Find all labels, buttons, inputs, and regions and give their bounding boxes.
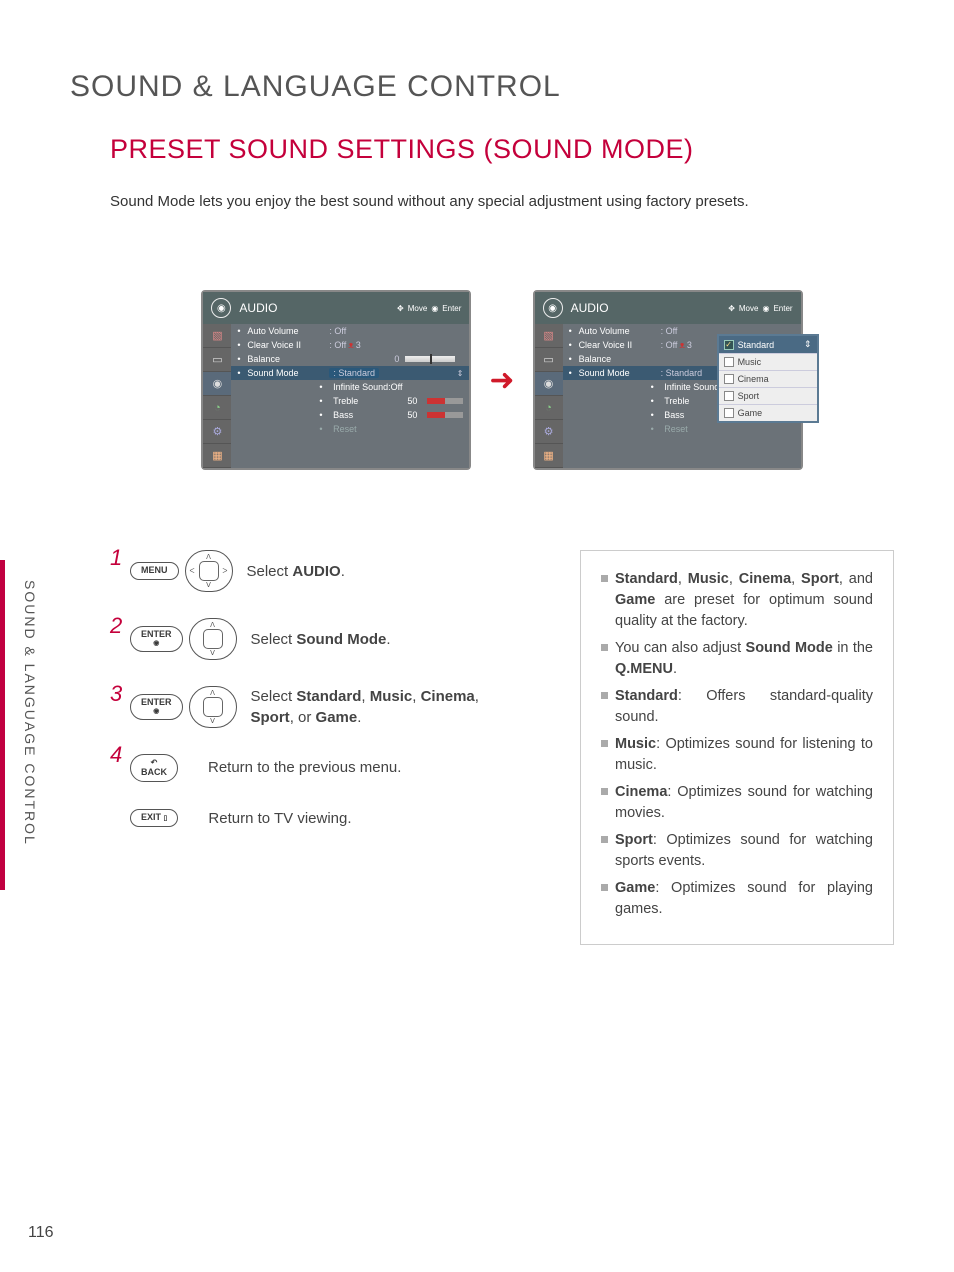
sidebar-lock-icon: ▦ bbox=[203, 444, 231, 468]
audio-menu-left: ◉ AUDIO ✥ Move ◉ Enter ▧ ▭ ◉ ◔ ⚙ ▦ bbox=[201, 290, 471, 470]
item-balance: •Balance 0 bbox=[231, 352, 469, 366]
item-infinite-sound: • Infinite Sound:Off bbox=[231, 380, 469, 394]
remote-back-button: ↶BACK bbox=[130, 754, 178, 782]
step-4: 4 ↶BACK Return to the previous menu. bbox=[110, 754, 540, 782]
sidebar-audio-icon: ▭ bbox=[535, 348, 563, 372]
menu-screenshots-row: ◉ AUDIO ✥ Move ◉ Enter ▧ ▭ ◉ ◔ ⚙ ▦ bbox=[110, 290, 894, 470]
popup-music: Music bbox=[719, 354, 817, 371]
info-cinema: Cinema: Optimizes sound for watching mov… bbox=[601, 782, 873, 824]
info-qmenu: You can also adjust Sound Mode in the Q.… bbox=[601, 638, 873, 680]
remote-dpad-button bbox=[189, 686, 237, 728]
menu-hints-r: ✥ Move ◉ Enter bbox=[728, 304, 792, 313]
step-number: 3 bbox=[110, 681, 124, 707]
enter-icon: ◉ bbox=[762, 304, 769, 313]
item-sound-mode: •Sound Mode : Standard⇕ bbox=[231, 366, 469, 380]
sidebar-time-icon: ◔ bbox=[203, 396, 231, 420]
step-1: 1 MENU ᐸᐳ Select AUDIO. bbox=[110, 550, 540, 592]
item-bass: • Bass 50 bbox=[231, 408, 469, 422]
remote-enter-button: ENTER◉ bbox=[130, 694, 183, 720]
info-presets: Standard, Music, Cinema, Sport, and Game… bbox=[601, 569, 873, 632]
sidebar-option-icon: ⚙ bbox=[203, 420, 231, 444]
menu-header-r: ◉ AUDIO ✥ Move ◉ Enter bbox=[535, 292, 801, 324]
sidebar-option-icon: ⚙ bbox=[535, 420, 563, 444]
step-4-text: Return to the previous menu. bbox=[208, 757, 401, 778]
menu-header: ◉ AUDIO ✥ Move ◉ Enter bbox=[203, 292, 469, 324]
popup-sport: Sport bbox=[719, 388, 817, 405]
sidebar-audio-icon: ▭ bbox=[203, 348, 231, 372]
step-2-text: Select Sound Mode. bbox=[251, 629, 391, 650]
step-number: 2 bbox=[110, 613, 124, 639]
menu-body: ▧ ▭ ◉ ◔ ⚙ ▦ •Auto Volume : Off •Clear Vo… bbox=[203, 324, 469, 468]
intro-text: Sound Mode lets you enjoy the best sound… bbox=[110, 193, 894, 210]
menu-hints: ✥ Move ◉ Enter bbox=[397, 304, 461, 313]
menu-sidebar-r: ▧ ▭ ◉ ◔ ⚙ ▦ bbox=[535, 324, 563, 468]
info-game: Game: Optimizes sound for playing games. bbox=[601, 878, 873, 920]
move-icon: ✥ bbox=[728, 304, 735, 313]
item-reset-r: • Reset bbox=[563, 422, 801, 436]
move-icon: ✥ bbox=[397, 304, 404, 313]
sidebar-selected-icon: ◉ bbox=[203, 372, 231, 396]
sidebar-time-icon: ◔ bbox=[535, 396, 563, 420]
step-exit: EXIT ▯ Return to TV viewing. bbox=[110, 808, 540, 829]
hint-move: Move bbox=[408, 304, 428, 313]
menu-items: •Auto Volume : Off •Clear Voice II : Off… bbox=[231, 324, 469, 468]
menu-title: AUDIO bbox=[239, 301, 277, 315]
page-content: SOUND & LANGUAGE CONTROL PRESET SOUND SE… bbox=[0, 0, 954, 985]
check-icon: ✓ bbox=[724, 340, 734, 350]
popup-game: Game bbox=[719, 405, 817, 421]
arrow-right-icon: ➜ bbox=[489, 363, 514, 398]
item-treble: • Treble 50 bbox=[231, 394, 469, 408]
audio-icon: ◉ bbox=[211, 298, 231, 318]
updown-icon: ⇕ bbox=[457, 369, 464, 378]
step-number: 1 bbox=[110, 545, 124, 571]
step-exit-text: Return to TV viewing. bbox=[208, 808, 351, 829]
popup-standard: ✓Standard⇕ bbox=[719, 336, 817, 354]
step-1-text: Select AUDIO. bbox=[247, 561, 345, 582]
sound-mode-popup: ✓Standard⇕ Music Cinema Sport Game bbox=[717, 334, 819, 423]
steps-and-info: 1 MENU ᐸᐳ Select AUDIO. 2 ENTER◉ Select … bbox=[110, 550, 894, 945]
remote-menu-button: MENU bbox=[130, 562, 179, 580]
bass-bar bbox=[427, 412, 463, 418]
remote-dpad-button bbox=[189, 618, 237, 660]
info-standard: Standard: Offers standard-quality sound. bbox=[601, 686, 873, 728]
audio-icon: ◉ bbox=[543, 298, 563, 318]
menu-sidebar: ▧ ▭ ◉ ◔ ⚙ ▦ bbox=[203, 324, 231, 468]
audio-menu-right: ◉ AUDIO ✥ Move ◉ Enter ▧ ▭ ◉ ◔ ⚙ ▦ bbox=[533, 290, 803, 470]
step-3: 3 ENTER◉ Select Standard, Music, Cinema,… bbox=[110, 686, 540, 728]
item-reset: • Reset bbox=[231, 422, 469, 436]
enter-icon: ◉ bbox=[431, 304, 438, 313]
item-clear-voice: •Clear Voice II : Off ᴥ3 bbox=[231, 338, 469, 352]
sidebar-picture-icon: ▧ bbox=[203, 324, 231, 348]
popup-cinema: Cinema bbox=[719, 371, 817, 388]
treble-bar bbox=[427, 398, 463, 404]
step-3-text: Select Standard, Music, Cinema, Sport, o… bbox=[251, 686, 479, 728]
balance-bar bbox=[405, 356, 455, 362]
subsection-title: PRESET SOUND SETTINGS (SOUND MODE) bbox=[110, 134, 894, 165]
info-box: Standard, Music, Cinema, Sport, and Game… bbox=[580, 550, 894, 945]
page-number: 116 bbox=[28, 1224, 54, 1242]
step-2: 2 ENTER◉ Select Sound Mode. bbox=[110, 618, 540, 660]
info-sport: Sport: Optimizes sound for watching spor… bbox=[601, 830, 873, 872]
sidebar-picture-icon: ▧ bbox=[535, 324, 563, 348]
sidebar-selected-icon: ◉ bbox=[535, 372, 563, 396]
remote-enter-button: ENTER◉ bbox=[130, 626, 183, 652]
steps-list: 1 MENU ᐸᐳ Select AUDIO. 2 ENTER◉ Select … bbox=[110, 550, 540, 945]
menu-title-r: AUDIO bbox=[571, 301, 609, 315]
remote-exit-button: EXIT ▯ bbox=[130, 809, 178, 827]
updown-icon: ⇕ bbox=[804, 339, 812, 350]
section-title: SOUND & LANGUAGE CONTROL bbox=[70, 70, 894, 104]
item-auto-volume: •Auto Volume : Off bbox=[231, 324, 469, 338]
sidebar-lock-icon: ▦ bbox=[535, 444, 563, 468]
remote-dpad-button: ᐸᐳ bbox=[185, 550, 233, 592]
info-music: Music: Optimizes sound for listening to … bbox=[601, 734, 873, 776]
hint-enter: Enter bbox=[442, 304, 461, 313]
step-number: 4 bbox=[110, 742, 124, 768]
